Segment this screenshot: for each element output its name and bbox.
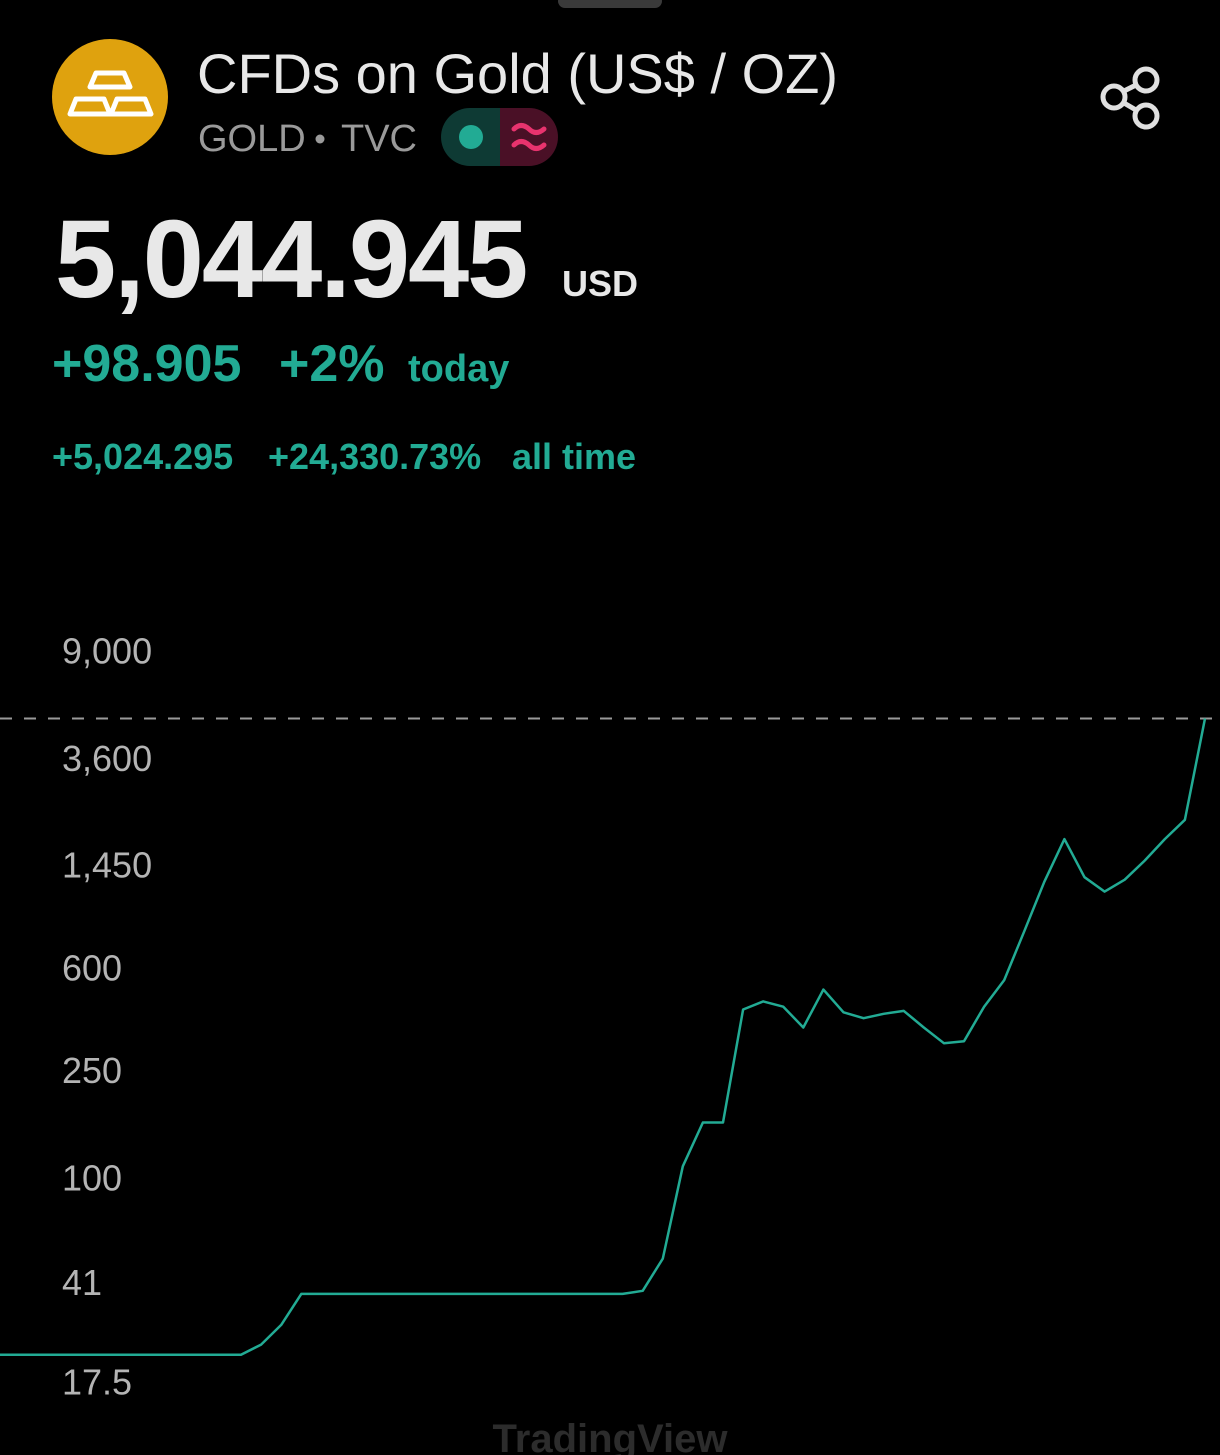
symbol: GOLD	[198, 118, 306, 160]
change-percent: +2%	[279, 335, 385, 393]
all-time-change-percent: +24,330.73%	[268, 436, 481, 477]
drag-handle[interactable]	[558, 0, 662, 8]
y-tick-label: 100	[62, 1157, 122, 1198]
y-tick-label: 17.5	[62, 1362, 132, 1403]
y-tick-label: 3,600	[62, 738, 152, 779]
y-tick-label: 600	[62, 948, 122, 989]
title: CFDs on Gold (US$ / OZ)	[197, 42, 838, 105]
separator-dot	[315, 134, 325, 144]
all-time-change: +5,024.295	[52, 436, 233, 477]
y-tick-label: 41	[62, 1262, 102, 1303]
watermark: TradingView	[493, 1417, 729, 1455]
price-line	[0, 718, 1207, 1357]
share-button[interactable]	[1100, 66, 1160, 130]
change-period: today	[408, 348, 509, 390]
exchange: TVC	[341, 118, 417, 160]
y-tick-label: 250	[62, 1050, 122, 1091]
logo	[52, 39, 168, 155]
y-tick-label: 9,000	[62, 631, 152, 672]
currency: USD	[562, 263, 638, 304]
y-tick-label: 1,450	[62, 844, 152, 885]
price: 5,044.945	[55, 198, 526, 321]
status-pill[interactable]	[441, 108, 558, 166]
all-time-period: all time	[512, 436, 636, 477]
change: +98.905	[52, 335, 241, 393]
